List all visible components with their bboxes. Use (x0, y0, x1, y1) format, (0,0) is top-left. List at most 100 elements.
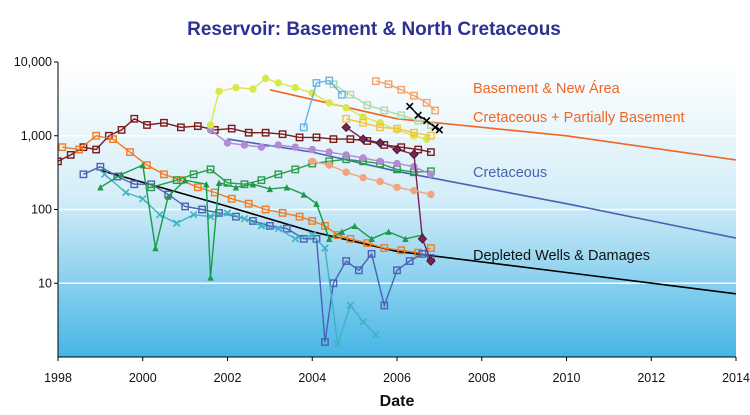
data-point (338, 90, 346, 99)
data-point (410, 163, 418, 171)
data-point (66, 150, 75, 159)
data-point (426, 256, 436, 266)
data-point (257, 222, 266, 230)
data-point (325, 148, 333, 156)
data-point (274, 224, 283, 233)
grid (58, 134, 736, 285)
data-point (431, 123, 439, 132)
data-point (380, 244, 389, 252)
data-point (274, 170, 283, 179)
data-point (417, 234, 428, 244)
data-point (189, 210, 198, 219)
data-point (342, 257, 351, 265)
data-point (312, 79, 321, 87)
data-point (249, 85, 257, 93)
data-point (308, 157, 316, 166)
data-point (181, 202, 190, 211)
data-point (329, 135, 338, 144)
data-point (122, 188, 130, 197)
data-point (299, 123, 308, 132)
series-10 (342, 114, 435, 140)
chart-title: Reservoir: Basement & North Cretaceous (187, 19, 561, 40)
data-point (376, 123, 384, 132)
series-line (333, 83, 432, 126)
data-point (342, 104, 350, 112)
data-point (308, 145, 316, 154)
x-tick-labels: 1998 2000 2002 2004 2006 2008 2010 2012 2014 (44, 357, 750, 385)
data-point (393, 266, 401, 275)
series-line (303, 79, 343, 128)
data-point (346, 301, 355, 310)
data-point (358, 134, 368, 144)
forecast-line (227, 138, 736, 239)
data-point (193, 122, 202, 131)
data-point (368, 235, 375, 243)
data-point (338, 228, 346, 235)
data-point (257, 143, 266, 151)
data-point (282, 224, 291, 233)
data-point (376, 177, 384, 186)
data-point (325, 161, 333, 169)
data-point (109, 135, 117, 144)
data-point (143, 121, 151, 129)
data-point (206, 165, 215, 174)
x-axis-label: Date (380, 393, 415, 410)
data-point (422, 98, 431, 107)
data-point (325, 76, 334, 85)
series-1 (58, 131, 435, 257)
data-point (117, 126, 126, 134)
data-point (351, 222, 358, 230)
data-point (312, 133, 321, 142)
data-point (207, 274, 214, 281)
data-point (342, 168, 350, 176)
data-point (181, 176, 189, 184)
data-point (414, 116, 423, 125)
data-point (410, 186, 418, 195)
data-point (227, 194, 236, 203)
data-point (375, 138, 385, 148)
data-point (257, 176, 266, 185)
data-point (265, 221, 274, 230)
data-point (97, 184, 104, 191)
data-point (244, 199, 253, 208)
x-tick-label: 2012 (637, 371, 665, 385)
data-point (321, 338, 329, 346)
data-point (405, 257, 414, 265)
data-point (232, 184, 240, 191)
data-point (126, 148, 134, 157)
data-point (300, 191, 307, 198)
data-point (130, 180, 139, 189)
data-point (308, 231, 317, 239)
data-point (223, 139, 232, 147)
data-point (147, 183, 156, 192)
series-line (375, 80, 436, 112)
data-point (346, 90, 355, 99)
data-point (249, 181, 257, 188)
data-point (342, 151, 350, 159)
data-point (75, 145, 84, 154)
data-point (223, 178, 232, 187)
data-point (164, 193, 172, 200)
data-point (100, 170, 109, 179)
data-point (392, 144, 402, 155)
data-point (92, 131, 101, 140)
data-point (79, 143, 88, 152)
data-point (427, 190, 435, 199)
data-point (139, 161, 146, 169)
data-point (409, 149, 419, 160)
data-point (414, 145, 423, 154)
y-tick-label: 10 (38, 276, 52, 290)
x-tick-label: 2004 (298, 371, 326, 385)
series-line (151, 158, 431, 188)
data-point (92, 145, 101, 154)
data-point (118, 171, 125, 178)
data-point (397, 85, 406, 94)
data-point (354, 266, 363, 275)
y-tick-label: 100 (31, 203, 52, 217)
data-point (376, 157, 384, 166)
data-point (215, 179, 223, 187)
data-point (79, 170, 88, 179)
data-point (244, 128, 253, 137)
data-point (435, 126, 444, 134)
data-point (172, 176, 181, 185)
